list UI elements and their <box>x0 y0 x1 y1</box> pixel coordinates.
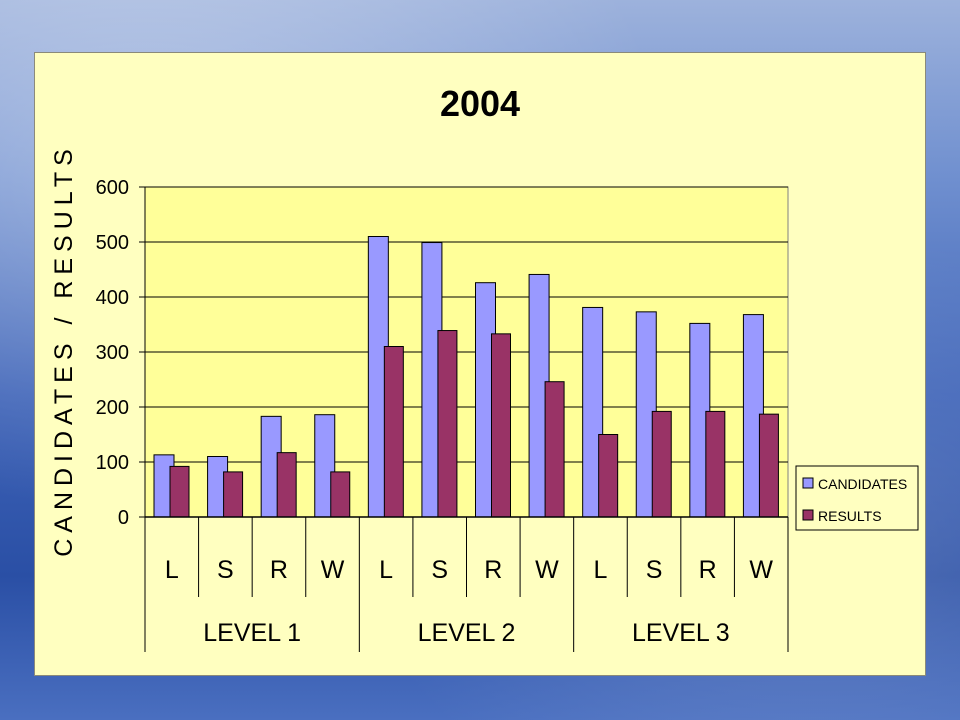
legend-box <box>795 465 919 531</box>
bar-results <box>491 333 511 518</box>
x-category-label: L <box>379 556 393 584</box>
x-category-label: S <box>431 556 448 584</box>
y-tick-label: 400 <box>96 287 129 309</box>
x-category-label: W <box>321 556 345 584</box>
x-category-label: S <box>646 556 663 584</box>
y-tick-label: 500 <box>96 232 129 254</box>
bar-results <box>330 471 351 518</box>
x-category-label: W <box>749 556 773 584</box>
bar-results <box>383 346 404 518</box>
gridlines <box>139 186 788 518</box>
x-category-label: L <box>594 556 608 584</box>
x-group-label: LEVEL 2 <box>418 619 516 647</box>
y-tick-label: 300 <box>96 342 129 364</box>
legend-label: CANDIDATES <box>818 476 907 492</box>
y-tick-label: 600 <box>96 177 129 199</box>
y-tick-labels: 0 100 200 300 400 500 600 <box>96 177 129 529</box>
x-group-labels: LEVEL 1 LEVEL 2 LEVEL 3 <box>203 619 729 647</box>
x-category-label: R <box>699 556 717 584</box>
bar-results <box>598 434 619 518</box>
legend-swatch <box>802 477 814 489</box>
x-category-label: R <box>270 556 288 584</box>
x-category-label: R <box>484 556 502 584</box>
x-category-label: L <box>165 556 179 584</box>
bar-results <box>705 410 726 518</box>
x-category-label: S <box>217 556 234 584</box>
legend-label: RESULTS <box>818 508 882 524</box>
bar-results <box>651 410 672 518</box>
bar-results <box>544 381 565 518</box>
legend: CANDIDATES RESULTS <box>795 465 919 531</box>
chart-title: 2004 <box>440 83 520 124</box>
y-tick-label: 100 <box>96 452 129 474</box>
y-tick-label: 0 <box>118 507 129 529</box>
y-tick-label: 200 <box>96 397 129 419</box>
x-group-label: LEVEL 1 <box>203 619 301 647</box>
x-category-label: W <box>535 556 559 584</box>
bars <box>153 236 779 518</box>
axes <box>144 187 789 652</box>
bar-results <box>758 413 779 518</box>
x-group-label: LEVEL 3 <box>632 619 730 647</box>
y-axis-label: CANDIDATES / RESULTS <box>50 143 78 557</box>
legend-swatch <box>802 509 814 521</box>
bar-results <box>437 330 458 518</box>
bar-results <box>276 452 297 518</box>
bar-results <box>223 471 244 518</box>
bar-results <box>169 465 190 518</box>
